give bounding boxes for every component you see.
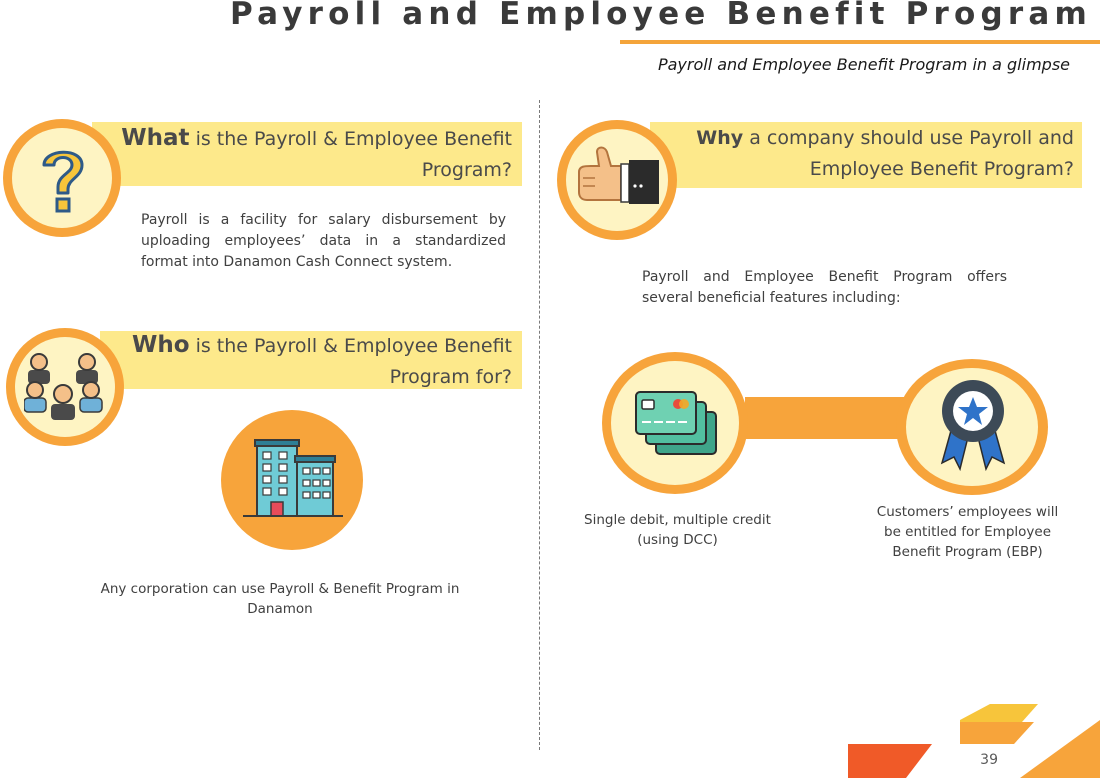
why-heading-line1: a company should use Payroll and xyxy=(743,127,1074,149)
title-underline xyxy=(620,40,1100,44)
brand-flag-logo xyxy=(848,704,1100,778)
why-description: Payroll and Employee Benefit Program off… xyxy=(642,269,1007,306)
what-heading-line2: Program? xyxy=(421,159,512,181)
dcc-feature-circle xyxy=(602,352,748,494)
dcc-label-line2: (using DCC) xyxy=(637,532,718,548)
page-title: Payroll and Employee Benefit Program xyxy=(230,0,1092,32)
credit-cards-icon xyxy=(635,391,717,455)
who-description-line1: Any corporation can use Payroll & Benefi… xyxy=(100,581,460,597)
why-header-band xyxy=(650,122,1082,188)
column-divider xyxy=(539,100,540,750)
people-group-icon xyxy=(24,353,103,420)
what-heading: What is the Payroll & Employee Benefit P… xyxy=(100,123,512,186)
what-icon-circle xyxy=(3,119,121,237)
building-icon-circle xyxy=(221,410,363,550)
page-number: 39 xyxy=(980,752,998,768)
who-heading: Who is the Payroll & Employee Benefit Pr… xyxy=(100,330,512,393)
dcc-label-line1: Single debit, multiple credit xyxy=(584,512,771,528)
why-keyword: Why xyxy=(696,127,744,149)
award-ribbon-icon xyxy=(940,380,1006,472)
who-heading-line1: is the Payroll & Employee Benefit xyxy=(189,335,512,357)
what-heading-line1: is the Payroll & Employee Benefit xyxy=(189,128,512,150)
who-header-band xyxy=(100,331,522,389)
ebp-feature-label: Customers’ employees will be entitled fo… xyxy=(855,502,1080,562)
what-description: Payroll is a facility for salary disburs… xyxy=(141,212,506,270)
why-icon-circle xyxy=(557,120,677,240)
question-mark-icon xyxy=(42,150,84,213)
who-description: Any corporation can use Payroll & Benefi… xyxy=(80,579,480,619)
who-icon-circle xyxy=(6,328,124,446)
why-heading: Why a company should use Payroll and Emp… xyxy=(662,123,1074,185)
thumbs-up-icon xyxy=(578,146,659,204)
what-header-band xyxy=(92,122,522,186)
page-subtitle: Payroll and Employee Benefit Program in … xyxy=(657,55,1070,74)
dcc-feature-label: Single debit, multiple credit (using DCC… xyxy=(565,510,790,550)
ebp-label-line1: Customers’ employees will xyxy=(876,504,1059,520)
who-keyword: Who xyxy=(132,332,190,358)
building-icon xyxy=(243,439,343,517)
feature-connector xyxy=(745,397,905,439)
ebp-label-line2: be entitled for Employee xyxy=(884,524,1051,540)
ebp-feature-circle xyxy=(896,359,1048,495)
ebp-label-line3: Benefit Program (EBP) xyxy=(892,544,1043,560)
why-heading-line2: Employee Benefit Program? xyxy=(809,158,1074,180)
who-heading-line2: Program for? xyxy=(389,366,512,388)
who-description-line2: Danamon xyxy=(247,601,313,617)
what-keyword: What xyxy=(121,125,190,151)
